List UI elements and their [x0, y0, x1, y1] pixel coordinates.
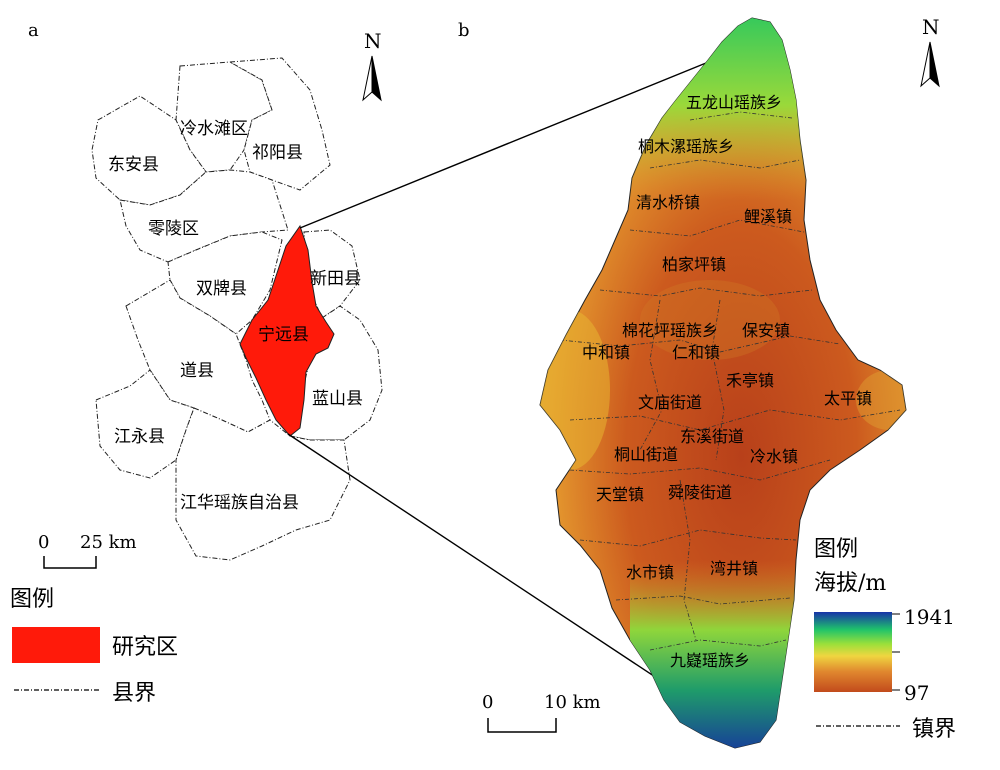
town-label: 天堂镇 — [596, 485, 644, 504]
elevation-max: 1941 — [904, 605, 955, 629]
elevation-color-ramp — [814, 612, 892, 692]
county-lanshan — [289, 305, 383, 441]
county-label: 祁阳县 — [252, 143, 303, 163]
legend-study-label: 研究区 — [112, 635, 178, 660]
legend-study-swatch — [12, 627, 100, 663]
town-label: 柏家坪镇 — [662, 255, 726, 274]
north-arrow-icon: N — [362, 29, 382, 102]
town-label: 桐山街道 — [614, 445, 678, 464]
scale-value: 25 km — [80, 532, 137, 553]
town-label: 舜陵街道 — [668, 483, 732, 502]
legend-title: 图例 — [814, 537, 858, 562]
legend-title: 图例 — [10, 587, 54, 612]
legend-b: 图例 海拔/m 1941 97 镇界 — [814, 537, 956, 742]
county-label: 宁远县 — [258, 325, 309, 345]
county-label: 零陵区 — [148, 219, 199, 239]
county-label: 新田县 — [310, 269, 361, 289]
town-labels: 五龙山瑶族乡 桐木漯瑶族乡 清水桥镇 鲤溪镇 柏家坪镇 棉花坪瑶族乡 保安镇 中… — [582, 93, 872, 670]
town-label: 清水桥镇 — [636, 193, 700, 212]
elevation-min: 97 — [904, 681, 929, 705]
panel-label-b: b — [458, 20, 470, 41]
scale-bar-b: 0 10 km — [482, 692, 601, 733]
county-label: 江华瑶族自治县 — [180, 493, 299, 513]
town-label: 五龙山瑶族乡 — [686, 93, 782, 112]
scale-zero: 0 — [482, 692, 493, 713]
legend-county-label: 县界 — [112, 681, 156, 706]
legend-elevation-title: 海拔/m — [814, 571, 886, 596]
legend-a: 图例 研究区 县界 — [10, 587, 178, 706]
county-label: 道县 — [180, 361, 214, 381]
scale-value: 10 km — [544, 692, 601, 713]
town-label: 东溪街道 — [680, 427, 744, 446]
county-daoxian — [125, 279, 271, 433]
town-label: 鲤溪镇 — [744, 207, 792, 226]
town-label: 禾亭镇 — [726, 371, 774, 390]
county-lingling — [119, 169, 289, 263]
legend-town-label: 镇界 — [912, 717, 956, 742]
north-arrow-icon: N — [920, 15, 940, 88]
county-label: 蓝山县 — [312, 389, 363, 409]
zoom-line-bottom — [287, 433, 685, 697]
town-label: 太平镇 — [824, 389, 872, 408]
county-label: 东安县 — [108, 155, 159, 175]
town-label: 水市镇 — [626, 563, 674, 582]
town-label: 桐木漯瑶族乡 — [638, 137, 734, 156]
zoom-line-top — [299, 49, 739, 229]
town-label: 仁和镇 — [672, 343, 720, 362]
county-shuangpai — [167, 231, 283, 335]
town-label: 冷水镇 — [750, 447, 798, 466]
north-label: N — [922, 15, 940, 39]
town-label: 文庙街道 — [638, 393, 702, 412]
town-label: 棉花坪瑶族乡 — [622, 321, 718, 340]
panel-label-a: a — [28, 20, 39, 41]
county-dongan — [91, 95, 207, 206]
county-label: 双牌县 — [196, 279, 247, 299]
town-label: 九嶷瑶族乡 — [670, 651, 750, 670]
scale-bar-a: 0 25 km — [38, 532, 137, 569]
scale-zero: 0 — [38, 532, 49, 553]
county-labels: 冷水滩区 祁阳县 东安县 零陵区 双牌县 新田县 宁远县 道县 蓝山县 江永县 … — [108, 119, 363, 513]
study-area-ningyuan — [239, 224, 335, 437]
county-label: 冷水滩区 — [180, 119, 248, 139]
county-label: 江永县 — [114, 427, 165, 447]
town-label: 保安镇 — [742, 321, 790, 340]
town-label: 中和镇 — [582, 343, 630, 362]
town-label: 湾井镇 — [710, 559, 758, 578]
north-label: N — [364, 29, 382, 53]
